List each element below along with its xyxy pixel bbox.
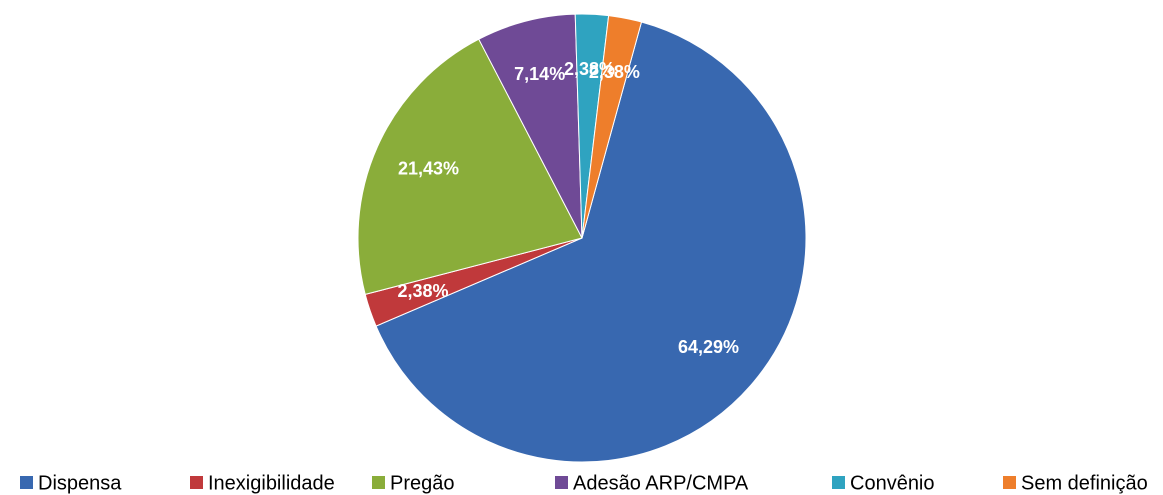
- legend-label: Pregão: [390, 472, 455, 494]
- legend-swatch: [1003, 476, 1016, 489]
- legend-label: Convênio: [850, 472, 935, 494]
- slice: [357, 38, 583, 296]
- value-label: 2,38%: [564, 59, 615, 79]
- value-label: 2,38%: [398, 281, 449, 301]
- legend-label: Sem definição: [1021, 472, 1148, 494]
- slice: [581, 15, 643, 239]
- legend-label: Adesão ARP/CMPA: [573, 472, 749, 494]
- value-label: 7,14%: [514, 64, 565, 84]
- legend-swatch: [832, 476, 845, 489]
- legend-swatch: [555, 476, 568, 489]
- value-label: 64,29%: [678, 337, 739, 357]
- value-label: 21,43%: [398, 158, 459, 178]
- legend-label: Inexigibilidade: [208, 472, 335, 494]
- legend-swatch: [20, 476, 33, 489]
- legend-swatch: [190, 476, 203, 489]
- slice: [478, 13, 583, 239]
- legend-swatch: [372, 476, 385, 489]
- value-label: 2,38%: [589, 62, 640, 82]
- legend-label: Dispensa: [38, 472, 122, 494]
- slice: [375, 21, 807, 463]
